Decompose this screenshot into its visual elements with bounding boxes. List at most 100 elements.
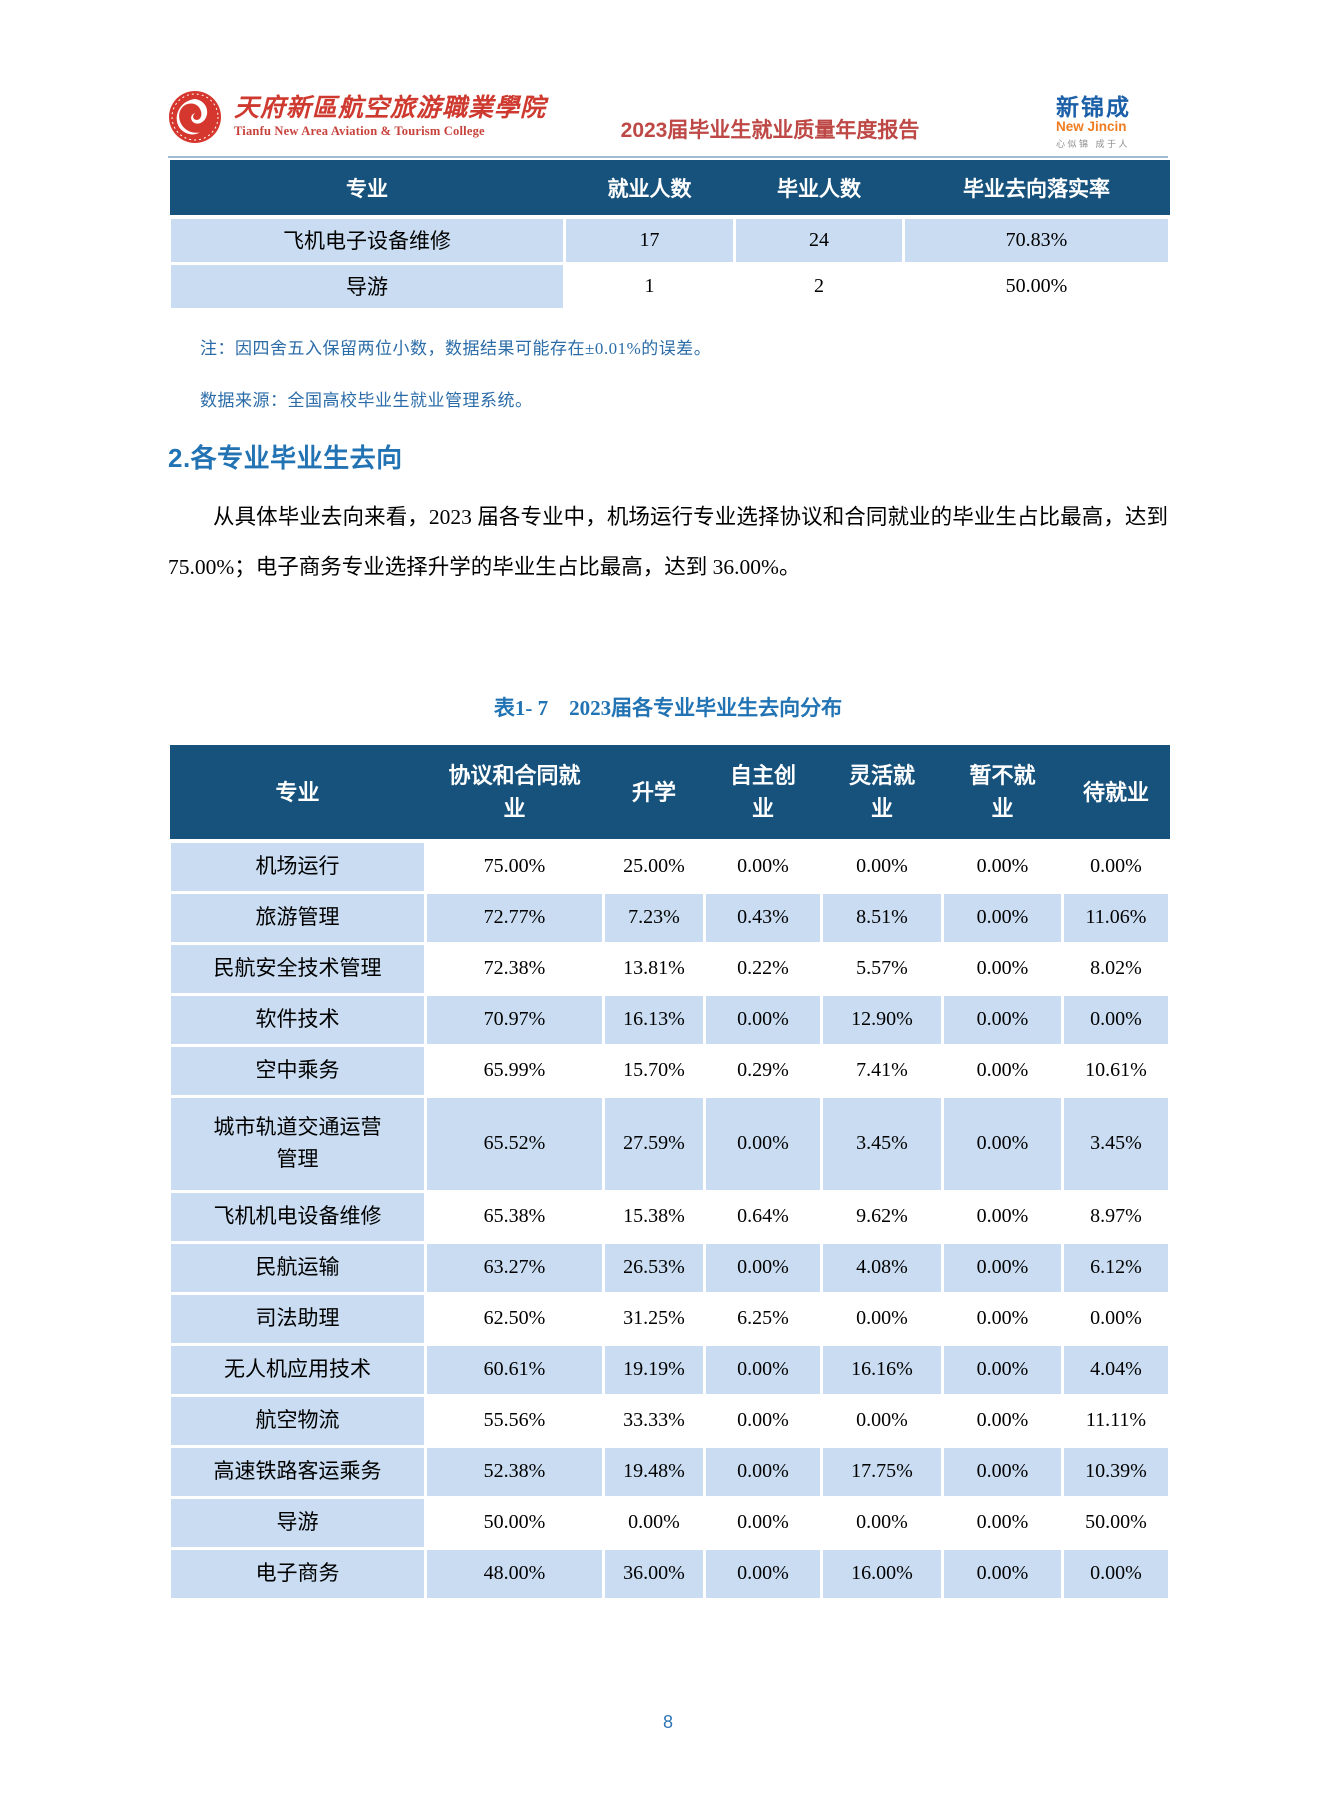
value-cell: 0.00% [941,1291,1064,1346]
major-cell: 旅游管理 [168,890,427,945]
table-row: 电子商务 48.00% 36.00% 0.00% 16.00% 0.00% 0.00% [168,1546,1171,1601]
value-cell: 27.59% [602,1094,706,1193]
section-heading: 2.各专业毕业生去向 [168,443,403,473]
value-cell: 8.02% [1061,941,1171,996]
value-cell: 12.90% [820,992,944,1047]
value-cell: 3.45% [820,1094,944,1193]
value-cell: 33.33% [602,1393,706,1448]
brand-name-cn: 新锦成 [1056,94,1131,120]
value-cell: 8.97% [1061,1189,1171,1244]
value-cell: 7.23% [602,890,706,945]
table-row: 民航安全技术管理 72.38% 13.81% 0.22% 5.57% 0.00% 8.02% [168,941,1171,996]
value-cell: 52.38% [424,1444,605,1499]
value-cell: 24 [733,215,905,265]
value-cell: 0.00% [703,1240,823,1295]
value-cell: 3.45% [1061,1094,1171,1193]
major-cell: 高速铁路客运乘务 [168,1444,427,1499]
value-cell: 31.25% [602,1291,706,1346]
col-graduate-count: 毕业人数 [734,160,904,219]
value-cell: 0.00% [941,1444,1064,1499]
value-cell: 15.70% [602,1043,706,1098]
table-caption: 表1- 7 2023届各专业毕业生去向分布 [493,696,843,720]
table-row: 航空物流 55.56% 33.33% 0.00% 0.00% 0.00% 11.11% [168,1393,1171,1448]
value-cell: 0.00% [703,992,823,1047]
college-logo: 天府新區航空旅游職業學院 Tianfu New Area Aviation & … [168,90,546,144]
value-cell: 8.51% [820,890,944,945]
value-cell: 0.00% [703,1393,823,1448]
value-cell: 4.08% [820,1240,944,1295]
table-row: 导游 1 2 50.00% [168,261,1171,311]
value-cell: 0.00% [941,941,1064,996]
value-cell: 70.83% [902,215,1171,265]
table-row: 飞机电子设备维修 17 24 70.83% [168,215,1171,265]
value-cell: 10.61% [1061,1043,1171,1098]
value-cell: 0.00% [941,1043,1064,1098]
major-cell: 导游 [168,261,566,311]
value-cell: 50.00% [902,261,1171,311]
value-cell: 0.00% [703,1546,823,1601]
value-cell: 0.29% [703,1043,823,1098]
table-header-row: 专业 就业人数 毕业人数 毕业去向落实率 [169,160,1170,219]
value-cell: 5.57% [820,941,944,996]
destination-table-head: 专业 协议和合同就业 升学 自主创业 灵活就业 暂不就业 待就业 [169,745,1170,843]
page-header: 天府新區航空旅游職業學院 Tianfu New Area Aviation & … [168,88,1168,156]
value-cell: 55.56% [424,1393,605,1448]
value-cell: 0.00% [941,1189,1064,1244]
col-awaiting-employment: 待就业 [1062,745,1170,843]
value-cell: 0.00% [1061,1291,1171,1346]
value-cell: 0.00% [941,839,1064,894]
major-cell: 空中乘务 [168,1043,427,1098]
col-further-study: 升学 [603,745,705,843]
value-cell: 17.75% [820,1444,944,1499]
major-cell: 司法助理 [168,1291,427,1346]
major-cell: 城市轨道交通运营管理 [168,1094,427,1193]
value-cell: 65.38% [424,1189,605,1244]
col-placement-rate: 毕业去向落实率 [903,160,1170,219]
value-cell: 0.00% [1061,839,1171,894]
major-cell: 软件技术 [168,992,427,1047]
value-cell: 72.77% [424,890,605,945]
col-major: 专业 [169,160,565,219]
value-cell: 11.11% [1061,1393,1171,1448]
value-cell: 2 [733,261,905,311]
value-cell: 10.39% [1061,1444,1171,1499]
value-cell: 0.00% [820,839,944,894]
value-cell: 26.53% [602,1240,706,1295]
value-cell: 0.00% [1061,992,1171,1047]
table-row: 高速铁路客运乘务 52.38% 19.48% 0.00% 17.75% 0.00% 10.3… [168,1444,1171,1499]
section-paragraph: 从具体毕业去向来看，2023 届各专业中，机场运行专业选择协议和合同就业的毕业生… [168,505,1168,579]
table-row: 无人机应用技术 60.61% 19.19% 0.00% 16.16% 0.00% 4.04% [168,1342,1171,1397]
destination-table-body: 机场运行 75.00% 25.00% 0.00% 0.00% 0.00% 0.00% 旅游管理… [168,839,1171,1601]
major-cell: 机场运行 [168,839,427,894]
value-cell: 0.00% [703,1094,823,1193]
col-major: 专业 [169,745,426,843]
value-cell: 50.00% [1061,1495,1171,1550]
table-row: 空中乘务 65.99% 15.70% 0.29% 7.41% 0.00% 10.61% [168,1043,1171,1098]
col-self-employment: 自主创业 [704,745,822,843]
value-cell: 16.00% [820,1546,944,1601]
value-cell: 0.00% [703,1342,823,1397]
value-cell: 0.00% [820,1393,944,1448]
value-cell: 0.00% [602,1495,706,1550]
major-cell: 民航安全技术管理 [168,941,427,996]
value-cell: 0.00% [941,1240,1064,1295]
value-cell: 0.00% [703,1444,823,1499]
value-cell: 62.50% [424,1291,605,1346]
brand-name-en: New Jincin [1056,119,1127,134]
table-row: 城市轨道交通运营管理 65.52% 27.59% 0.00% 3.45% 0.00% 3.4… [168,1094,1171,1193]
value-cell: 16.13% [602,992,706,1047]
value-cell: 0.22% [703,941,823,996]
value-cell: 0.00% [703,839,823,894]
value-cell: 50.00% [424,1495,605,1550]
value-cell: 60.61% [424,1342,605,1397]
table-row: 旅游管理 72.77% 7.23% 0.43% 8.51% 0.00% 11.06% [168,890,1171,945]
employment-rate-table-body: 飞机电子设备维修 17 24 70.83% 导游 1 2 50.00% [168,215,1171,311]
major-cell: 导游 [168,1495,427,1550]
value-cell: 75.00% [424,839,605,894]
value-cell: 11.06% [1061,890,1171,945]
college-emblem-icon [169,91,221,143]
college-name: 天府新區航空旅游職業學院 Tianfu New Area Aviation & … [234,95,546,139]
college-name-cn: 天府新區航空旅游職業學院 [234,95,547,123]
col-contract-employment: 协议和合同就业 [425,745,604,843]
table-row: 飞机机电设备维修 65.38% 15.38% 0.64% 9.62% 0.00% 8.97% [168,1189,1171,1244]
